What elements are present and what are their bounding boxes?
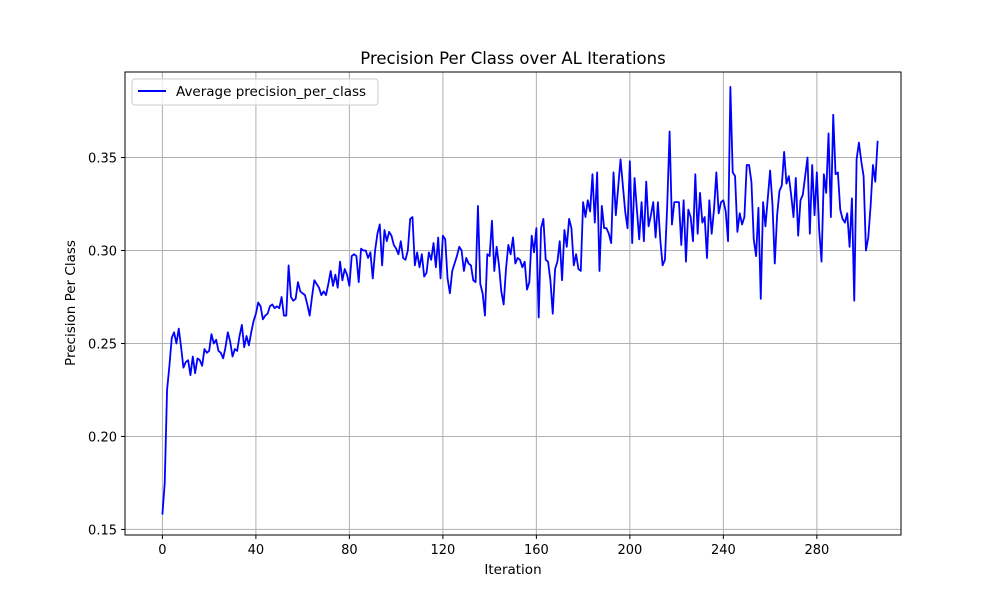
axis-ticks: 0 40 80 120 160 200 240 280 0.15 0.20 0.25 0.30 0.35 <box>88 152 829 558</box>
y-tick-label: 0.30 <box>88 245 117 260</box>
legend-entry-label: Average precision_per_class <box>176 84 366 100</box>
x-tick-label: 160 <box>524 543 549 558</box>
chart-title: Precision Per Class over AL Iterations <box>360 49 665 68</box>
x-tick-label: 280 <box>804 543 829 558</box>
grid-lines <box>125 72 901 535</box>
x-tick-label: 0 <box>158 543 166 558</box>
y-axis-label: Precision Per Class <box>63 240 79 366</box>
y-tick-label: 0.35 <box>88 152 117 167</box>
plot-frame <box>124 71 902 536</box>
legend-box <box>131 78 379 106</box>
x-tick-label: 240 <box>711 543 736 558</box>
y-tick-label: 0.15 <box>88 523 117 538</box>
y-tick-label: 0.25 <box>88 337 117 352</box>
series-lines <box>161 85 879 515</box>
y-tick-label: 0.20 <box>88 430 117 445</box>
x-tick-label: 40 <box>248 543 265 558</box>
legend: Average precision_per_class <box>131 78 379 106</box>
x-tick-label: 120 <box>430 543 455 558</box>
series-line <box>161 85 879 515</box>
x-axis-label: Iteration <box>484 562 541 578</box>
x-tick-label: 200 <box>617 543 642 558</box>
x-tick-label: 80 <box>341 543 358 558</box>
